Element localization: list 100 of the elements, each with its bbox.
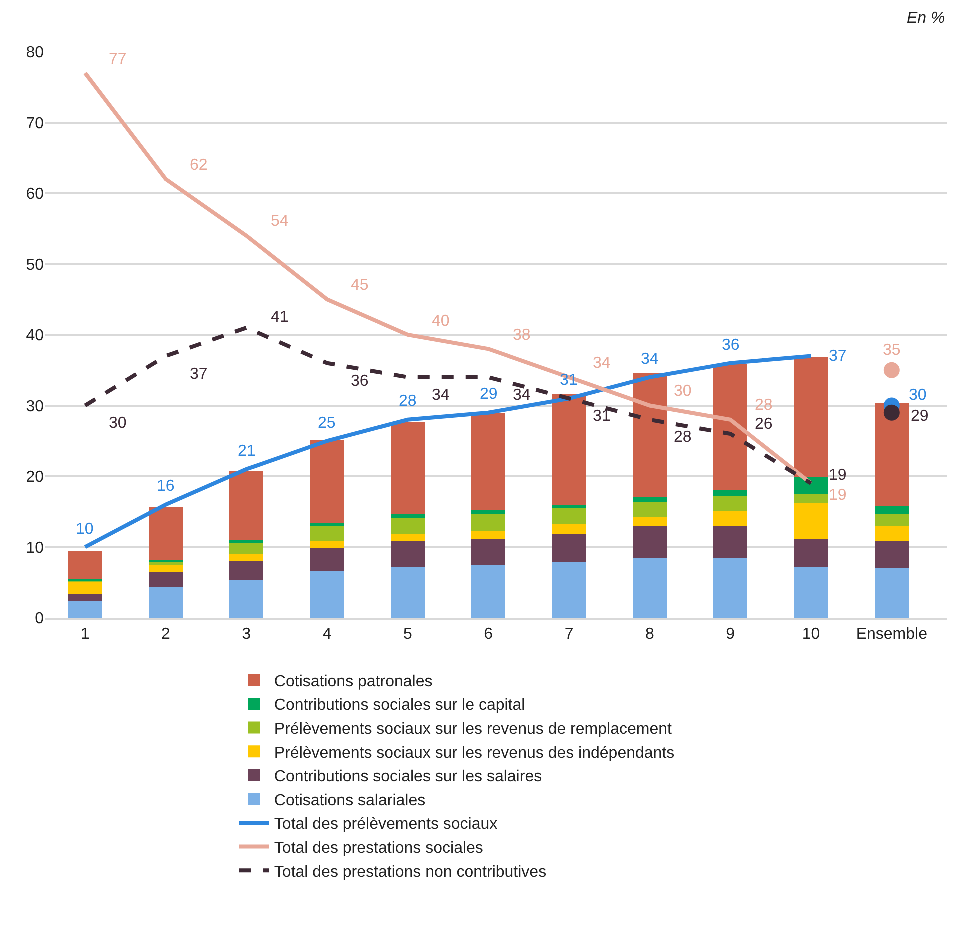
bar: [552, 534, 586, 562]
bar: [391, 518, 425, 535]
y-tick-label: 50: [26, 256, 44, 274]
bar: [391, 567, 425, 618]
bar: [472, 412, 506, 510]
bar: [68, 601, 102, 618]
bar: [310, 523, 344, 527]
bar: [714, 526, 748, 558]
bar: [68, 582, 102, 594]
bar: [149, 566, 183, 573]
legend-label: Contributions sociales sur les salaires: [274, 768, 542, 786]
data-label: 28: [399, 393, 417, 410]
bar: [310, 540, 344, 548]
bar: [714, 364, 748, 491]
data-label: 19: [829, 467, 847, 484]
legend-label: Total des prestations non contributives: [274, 864, 547, 881]
data-label: 34: [641, 351, 659, 368]
data-label: 40: [432, 313, 450, 330]
data-label: 36: [722, 337, 740, 354]
data-label: 21: [238, 443, 256, 460]
bar: [794, 538, 828, 568]
bar: [68, 550, 102, 580]
y-tick-label: 0: [35, 610, 44, 628]
data-label: 16: [157, 478, 175, 495]
data-label: 31: [593, 408, 611, 425]
x-tick-label: 6: [484, 626, 494, 644]
bar: [632, 526, 667, 558]
y-tick-label: 10: [26, 540, 44, 557]
bar: [310, 571, 344, 618]
data-label: 30: [109, 415, 127, 432]
data-label: 36: [351, 373, 369, 390]
data-label: 25: [318, 415, 336, 432]
bar: [632, 558, 667, 618]
bar: [230, 580, 264, 618]
bar: [472, 510, 506, 514]
bar: [714, 511, 748, 527]
data-label: 28: [674, 429, 692, 446]
data-label: 30: [909, 387, 927, 404]
bar: [874, 514, 909, 526]
data-label: 37: [190, 366, 208, 383]
bar: [552, 508, 586, 525]
legend-label: Prélèvements sociaux sur les revenus de remplacement: [274, 721, 672, 738]
x-tick-label: 3: [242, 626, 252, 644]
data-label: 77: [109, 51, 127, 68]
bar: [632, 502, 667, 517]
bar: [552, 394, 586, 505]
data-label: 29: [911, 408, 929, 425]
bar: [714, 558, 748, 618]
data-label: 54: [271, 213, 289, 230]
bar: [149, 506, 183, 560]
bar: [714, 490, 748, 496]
bar: [794, 358, 828, 478]
bar: [472, 564, 506, 618]
bar: [230, 554, 264, 562]
x-tick-label: 5: [404, 626, 413, 644]
bar: [632, 516, 667, 527]
data-label: 19: [829, 487, 847, 504]
y-tick-label: 20: [26, 469, 44, 486]
bar: [472, 538, 506, 565]
bar: [714, 496, 748, 512]
bar: [310, 548, 344, 572]
x-tick-label: 10: [802, 626, 820, 644]
bar: [874, 568, 909, 618]
bar: [310, 440, 344, 524]
bar: [794, 503, 828, 539]
data-label: 62: [190, 157, 208, 174]
data-label: 30: [674, 383, 692, 400]
bar: [874, 542, 909, 568]
data-label: 29: [480, 386, 498, 403]
bar: [230, 561, 264, 580]
legend-label: Contributions sociales sur le capital: [274, 697, 526, 714]
bar: [632, 373, 667, 498]
legend-label: Total des prélèvements sociaux: [274, 816, 498, 834]
x-tick-label: 2: [162, 626, 171, 644]
y-tick-label: 40: [26, 328, 44, 345]
bar: [874, 526, 909, 542]
x-tick-label: 7: [564, 626, 574, 644]
bar: [552, 562, 586, 618]
bar: [230, 540, 264, 544]
x-tick-label: 9: [726, 626, 736, 644]
bar: [794, 477, 828, 494]
data-label: 26: [755, 416, 773, 433]
bar: [68, 594, 102, 602]
data-label: 35: [883, 342, 901, 359]
data-label: 34: [432, 387, 450, 404]
bar: [874, 404, 909, 506]
y-tick-label: 30: [26, 398, 44, 416]
bar: [632, 497, 667, 502]
data-label: 10: [76, 521, 94, 538]
bar: [230, 472, 264, 540]
bar: [552, 524, 586, 534]
bar: [794, 494, 828, 504]
y-tick-label: 70: [26, 115, 44, 132]
data-label: 31: [560, 372, 578, 389]
y-tick-label: 80: [26, 44, 44, 62]
bar: [391, 534, 425, 541]
bar: [230, 543, 264, 554]
data-label: 28: [755, 397, 773, 414]
data-label: 37: [829, 348, 847, 365]
bar: [149, 588, 183, 618]
